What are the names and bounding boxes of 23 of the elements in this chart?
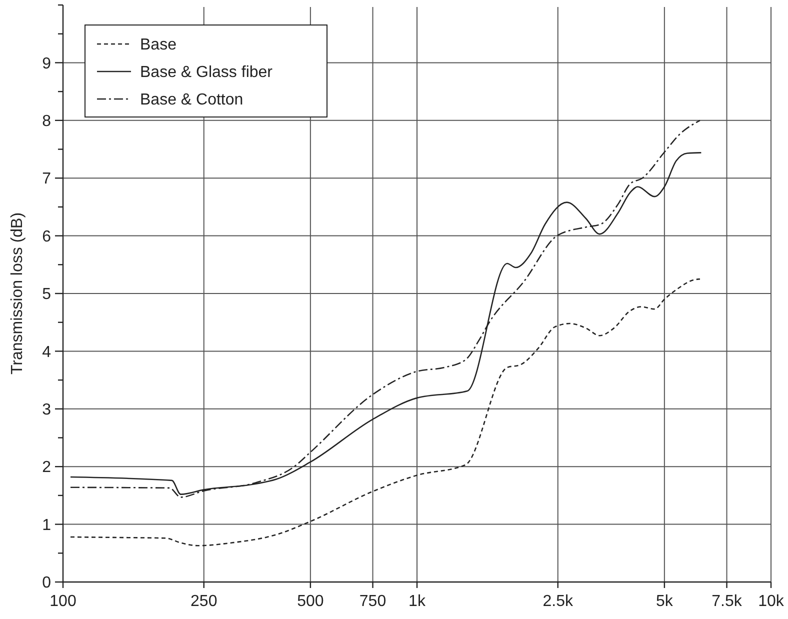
y-tick-label: 3 [42,402,52,418]
legend-label: Base & Cotton [140,92,244,109]
y-axis-title: Transmission loss (dB) [9,212,26,375]
x-tick-label: 250 [190,593,218,610]
y-tick-label: 6 [42,228,52,246]
x-tick-label: 1k [408,593,426,610]
legend-label: Base & Glass fiber [140,64,274,82]
y-tick-label: 1 [42,516,52,534]
x-tick-label: 750 [359,593,386,610]
x-tick-label: 10k [758,593,785,610]
y-tick-label: 8 [42,113,52,130]
y-tick-label: 0 [42,574,52,592]
x-tick-label: 2.5k [542,593,574,610]
y-tick-label: 5 [42,286,52,304]
y-tick-label: 4 [42,344,52,361]
y-tick-label: 7 [42,170,52,188]
x-tick-label: 500 [297,593,324,610]
x-tick-label: 100 [50,593,76,610]
y-tick-label: 2 [42,459,52,476]
x-tick-label: 5k [656,593,674,610]
legend-label: Base [140,36,177,54]
y-tick-label: 9 [42,55,52,72]
x-tick-label: 7.5k [712,593,743,610]
